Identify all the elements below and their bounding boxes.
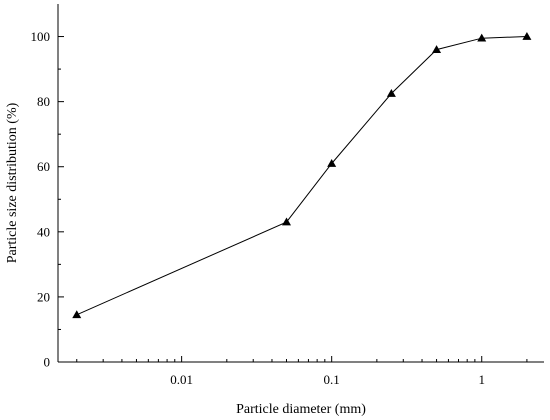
y-axis-title: Particle size distribution (%) <box>5 102 20 263</box>
y-tick-label: 20 <box>37 289 50 304</box>
y-tick-label: 40 <box>37 224 50 239</box>
data-point <box>72 310 82 319</box>
y-tick-label: 80 <box>37 94 50 109</box>
ticks: 0 20 40 60 80 100 0.01 0.1 1 <box>31 29 528 387</box>
y-tick-label: 0 <box>44 355 51 370</box>
series-line <box>76 36 527 316</box>
x-tick-label: 1 <box>478 372 485 387</box>
y-tick-label: 100 <box>31 29 51 44</box>
data-point <box>432 45 442 53</box>
x-tick-label: 0.1 <box>324 372 340 387</box>
x-axis-title: Particle diameter (mm) <box>236 402 366 417</box>
data-point <box>522 32 532 40</box>
data-point <box>386 89 396 97</box>
series <box>72 32 532 319</box>
x-tick-label: 0.01 <box>170 372 193 387</box>
data-point <box>282 217 292 226</box>
data-point <box>327 158 337 167</box>
y-tick-label: 60 <box>37 159 50 174</box>
data-point <box>477 33 487 42</box>
axes <box>57 4 544 363</box>
